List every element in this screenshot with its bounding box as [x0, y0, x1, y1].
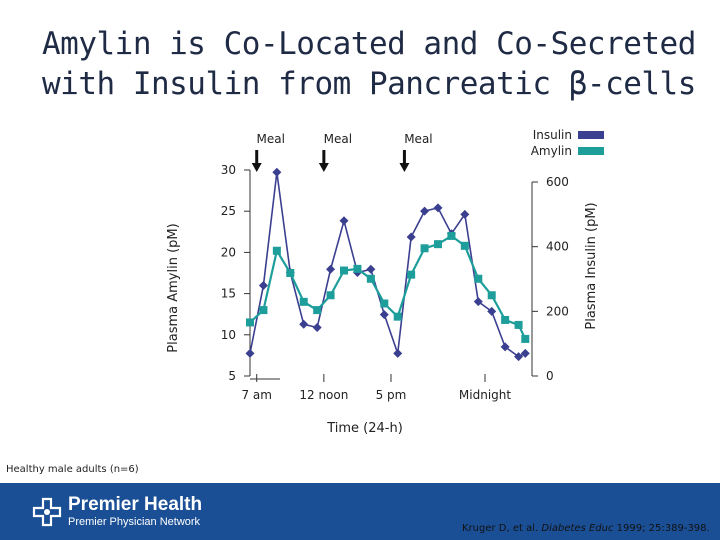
- citation-authors: Kruger D, et al.: [462, 523, 539, 534]
- left-y-tick-label: 30: [221, 163, 236, 177]
- amylin-point: [487, 291, 496, 300]
- meal-arrow-head: [318, 163, 329, 172]
- cross-logo-icon: [32, 497, 62, 527]
- insulin-point: [460, 209, 470, 219]
- meal-label: Meal: [404, 132, 432, 146]
- right-y-tick-label: 0: [546, 369, 554, 383]
- insulin-line: [249, 172, 526, 358]
- amylin-point: [474, 274, 483, 283]
- amylin-line: [249, 234, 527, 340]
- amylin-point: [366, 274, 375, 283]
- legend-label-insulin: Insulin: [533, 128, 572, 142]
- meal-markers: Meal Meal Meal: [251, 132, 433, 172]
- meal-marker: Meal: [399, 132, 433, 172]
- left-y-axis-label: Plasma Amylin (pM): [166, 223, 181, 352]
- insulin-point: [420, 206, 430, 216]
- meal-arrow-head: [251, 163, 262, 172]
- logo-sub-text: Premier Physician Network: [68, 516, 201, 528]
- amylin-point: [447, 231, 456, 240]
- legend-swatch-insulin: [578, 131, 604, 139]
- right-y-tick-label: 400: [546, 240, 569, 254]
- amylin-point: [340, 266, 348, 275]
- series-insulin: [245, 167, 530, 362]
- amylin-point: [246, 318, 254, 327]
- chart-series: [245, 167, 530, 362]
- right-y-tick-label: 600: [546, 175, 569, 189]
- left-y-tick-label: 25: [221, 204, 236, 218]
- amylin-point: [460, 241, 469, 250]
- amylin-point: [259, 306, 268, 315]
- insulin-point: [339, 216, 349, 226]
- insulin-point: [258, 280, 268, 290]
- amylin-point: [380, 299, 389, 308]
- left-y-tick-label: 5: [228, 369, 236, 383]
- left-y-tick-label: 15: [221, 287, 236, 301]
- insulin-point: [379, 310, 389, 320]
- insulin-point: [520, 348, 530, 358]
- amylin-point: [313, 306, 322, 315]
- meal-marker: Meal: [318, 132, 352, 172]
- right-y-axis-label: Plasma Insulin (pM): [584, 202, 599, 329]
- insulin-point: [406, 232, 416, 242]
- meal-arrow-head: [399, 163, 410, 172]
- citation-details: 1999; 25:389-398.: [616, 523, 710, 534]
- amylin-point: [299, 297, 308, 306]
- insulin-point: [487, 306, 497, 316]
- meal-label: Meal: [324, 132, 352, 146]
- left-y-tick-label: 10: [221, 328, 236, 342]
- meal-marker: Meal: [251, 132, 285, 172]
- chart-axes: 5 10 15 20 25 30 0 200 400 600 7 am 12 noon 5 pm Midn…: [221, 163, 569, 402]
- slide-title: Amylin is Co-Located and Co-Secreted wit…: [42, 24, 702, 104]
- x-tick-label: Midnight: [459, 388, 511, 402]
- amylin-point: [353, 264, 362, 273]
- amylin-insulin-chart: 5 10 15 20 25 30 0 200 400 600 7 am 12 noon 5 pm Midn…: [166, 128, 604, 436]
- insulin-point: [272, 167, 282, 177]
- amylin-point: [514, 320, 523, 329]
- amylin-point: [434, 240, 442, 249]
- insulin-point: [366, 264, 376, 274]
- x-tick-label: 5 pm: [376, 388, 407, 402]
- insulin-point: [500, 342, 510, 352]
- insulin-point: [514, 352, 524, 362]
- chart-legend: Insulin Amylin: [531, 128, 604, 158]
- legend-swatch-amylin: [578, 147, 604, 155]
- amylin-point: [407, 270, 416, 279]
- amylin-point: [501, 315, 510, 324]
- insulin-point: [473, 297, 483, 307]
- insulin-point: [245, 348, 255, 358]
- x-axis-label: Time (24-h): [326, 421, 403, 436]
- premier-health-logo: Premier Health Premier Physician Network: [32, 495, 202, 529]
- study-population-note: Healthy male adults (n=6): [6, 464, 139, 475]
- logo-main-text: Premier Health: [68, 494, 203, 515]
- meal-label: Meal: [256, 132, 284, 146]
- amylin-point: [521, 334, 530, 343]
- amylin-point: [326, 291, 335, 300]
- x-tick-label: 12 noon: [299, 388, 348, 402]
- series-amylin: [246, 231, 530, 343]
- citation: Kruger D, et al. Diabetes Educ 1999; 25:…: [462, 523, 710, 534]
- citation-journal: Diabetes Educ: [541, 523, 614, 534]
- amylin-point: [393, 312, 402, 321]
- title-line-2: with Insulin from Pancreatic β-cells: [42, 66, 696, 102]
- right-y-tick-label: 200: [546, 304, 569, 318]
- legend-label-amylin: Amylin: [531, 144, 572, 158]
- left-y-tick-label: 20: [221, 245, 236, 259]
- footer-bar: [0, 483, 720, 540]
- title-line-1: Amylin is Co-Located and Co-Secreted: [42, 26, 696, 62]
- insulin-point: [393, 348, 403, 358]
- amylin-point: [272, 246, 281, 255]
- insulin-point: [326, 264, 336, 274]
- amylin-point: [420, 244, 429, 253]
- insulin-point: [312, 323, 322, 332]
- insulin-point: [299, 319, 309, 329]
- insulin-point: [433, 203, 443, 213]
- x-tick-label: 7 am: [241, 388, 272, 402]
- amylin-point: [286, 269, 295, 277]
